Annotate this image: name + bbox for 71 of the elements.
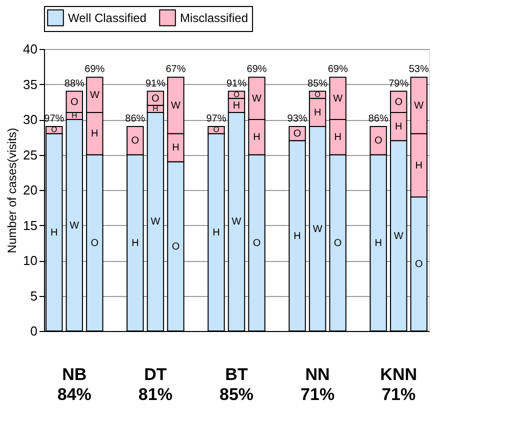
- data-label: H: [253, 132, 260, 144]
- data-label: H: [172, 142, 180, 154]
- data-label: O: [334, 238, 342, 249]
- data-label: H: [232, 100, 240, 112]
- data-label: O: [90, 238, 99, 249]
- data-label: W: [394, 230, 404, 242]
- text: NB: [62, 365, 87, 384]
- annotation: 69%: [246, 64, 267, 76]
- data-label: W: [170, 100, 181, 112]
- data-label: H: [212, 227, 220, 238]
- text: 71%: [300, 385, 335, 404]
- annotation: 93%: [287, 114, 308, 125]
- text: 71%: [382, 385, 416, 404]
- data-label: O: [152, 93, 160, 104]
- data-label: H: [415, 160, 422, 172]
- y-axis-title: Number of cases(visits): [5, 128, 20, 254]
- data-label: O: [131, 136, 140, 147]
- data-label: O: [70, 96, 79, 108]
- data-label: H: [374, 238, 382, 249]
- annotation: 67%: [166, 64, 186, 76]
- data-label: H: [132, 238, 139, 249]
- annotation: 88%: [64, 78, 85, 90]
- data-label: O: [172, 241, 180, 252]
- y-tick-label: 40: [23, 42, 38, 56]
- annotation: 85%: [308, 78, 328, 90]
- annotation: 97%: [44, 114, 64, 125]
- y-tick-label: 0: [30, 324, 38, 338]
- data-label: O: [374, 136, 382, 147]
- text: 81%: [138, 385, 172, 404]
- annotation: 69%: [84, 64, 105, 76]
- data-label: H: [91, 128, 98, 140]
- data-label: W: [414, 100, 424, 112]
- annotation: 79%: [388, 78, 409, 90]
- annotation: 91%: [226, 78, 247, 90]
- data-label: O: [414, 259, 423, 270]
- text: 85%: [219, 385, 254, 404]
- annotation: 53%: [408, 64, 429, 76]
- text: 84%: [57, 385, 92, 404]
- data-label: W: [232, 216, 242, 228]
- annotation: 69%: [328, 64, 348, 76]
- text: NN: [305, 365, 330, 384]
- y-tick-label: 35: [23, 76, 38, 92]
- y-tick-label: 20: [23, 182, 38, 198]
- data-label: H: [334, 132, 342, 144]
- y-tick-label: 10: [23, 253, 38, 268]
- data-label: W: [70, 220, 80, 232]
- text: KNN: [380, 365, 418, 384]
- annotation: 91%: [145, 78, 166, 90]
- data-label: H: [394, 122, 402, 133]
- data-label: O: [252, 238, 261, 249]
- data-label: W: [333, 93, 344, 104]
- legend-label: Misclassified: [180, 10, 248, 25]
- data-label: W: [90, 90, 100, 101]
- annotation: 97%: [206, 114, 226, 125]
- data-label: W: [252, 93, 262, 104]
- data-label: O: [293, 128, 302, 140]
- legend-label: Well Classified: [68, 10, 146, 25]
- data-label: O: [394, 96, 403, 108]
- annotation: 86%: [368, 114, 388, 125]
- y-tick-label: 30: [23, 112, 38, 127]
- data-label: H: [294, 230, 301, 242]
- y-tick-label: 25: [23, 147, 38, 162]
- annotation: 86%: [125, 114, 146, 125]
- text: BT: [225, 365, 248, 384]
- data-label: W: [312, 224, 323, 235]
- y-tick-label: 15: [23, 218, 38, 233]
- text: DT: [144, 365, 168, 384]
- data-label: H: [50, 227, 58, 238]
- data-label: W: [150, 216, 161, 228]
- y-tick-label: 5: [30, 288, 38, 304]
- data-label: H: [314, 107, 322, 118]
